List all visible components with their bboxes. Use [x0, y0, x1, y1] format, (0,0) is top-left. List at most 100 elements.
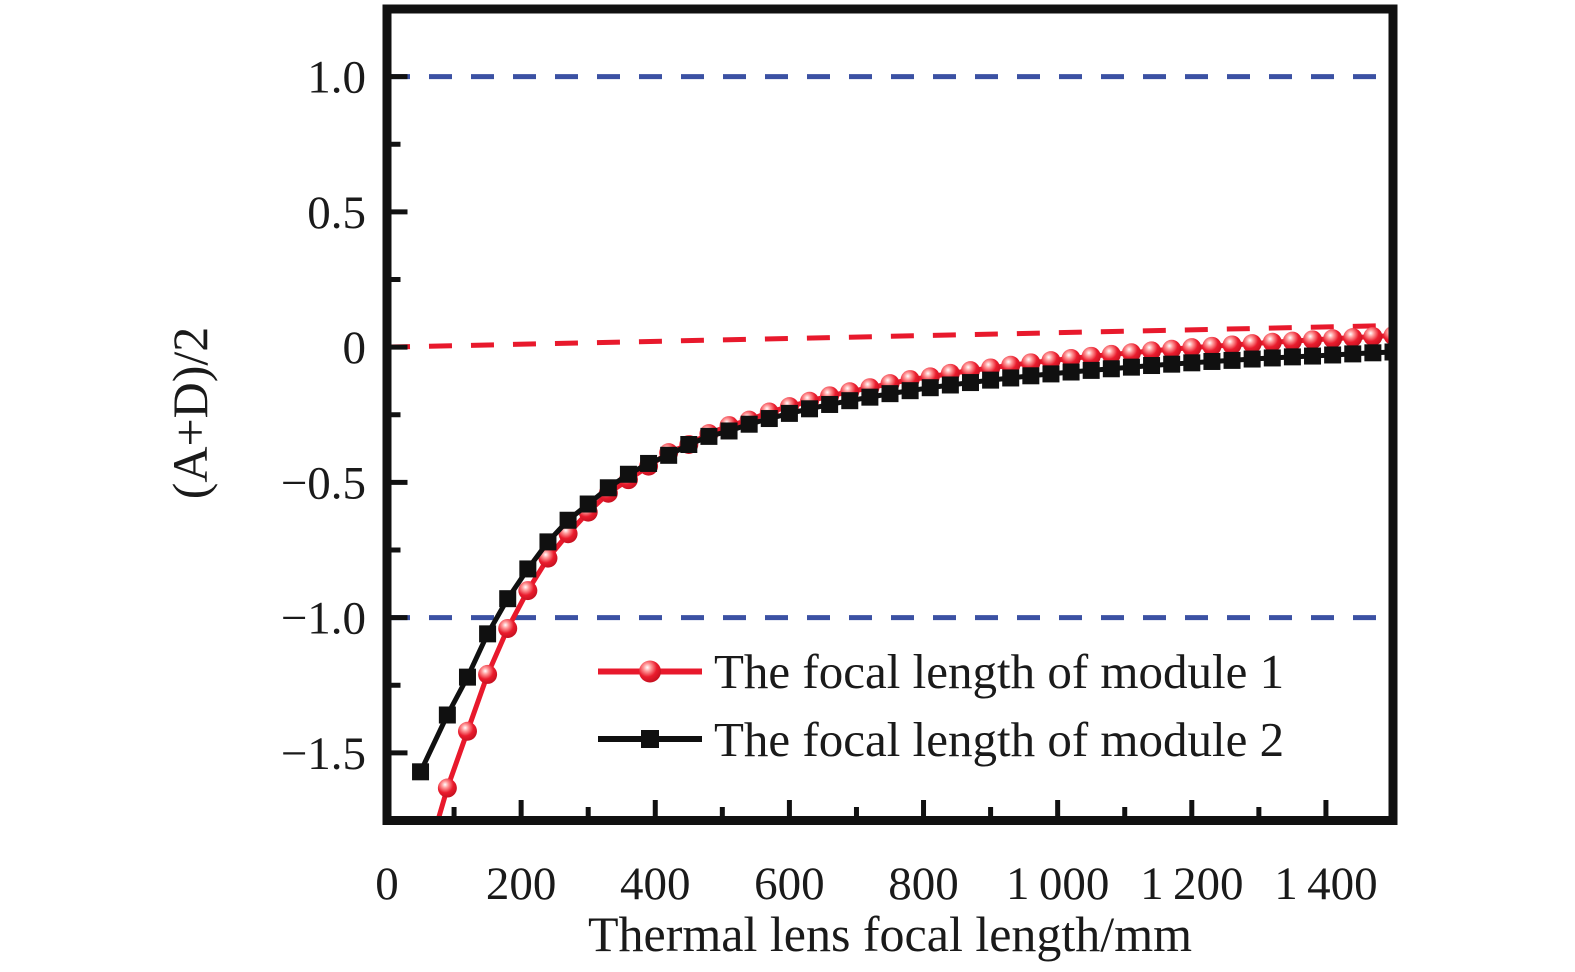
data-point-module2 — [982, 371, 1000, 389]
x-tick-label: 1 400 — [1274, 858, 1377, 910]
data-point-module2 — [841, 392, 859, 410]
x-tick-label: 1 000 — [1006, 858, 1109, 910]
data-point-module2 — [1082, 361, 1100, 379]
x-tick-label: 800 — [888, 858, 959, 910]
data-point-module1 — [478, 664, 498, 684]
y-tick-label: −0.5 — [281, 457, 366, 509]
x-tick-label: 0 — [375, 858, 399, 910]
y-tick-label: −1.5 — [281, 728, 366, 780]
data-point-module2 — [881, 385, 899, 403]
data-point-module2 — [720, 422, 738, 440]
data-point-module1 — [1343, 328, 1363, 348]
data-point-module2 — [780, 404, 798, 422]
data-point-module1 — [1242, 334, 1262, 354]
data-point-module2 — [1102, 360, 1120, 378]
legend-item-module1: The focal length of module 1 — [598, 644, 1284, 699]
data-point-module1 — [1262, 332, 1282, 352]
data-point-module2 — [1304, 347, 1322, 365]
data-point-module1 — [1182, 338, 1202, 358]
data-point-module2 — [660, 446, 678, 464]
data-point-module1 — [1202, 336, 1222, 356]
reference-lines — [391, 74, 1391, 621]
data-point-module2 — [1122, 358, 1140, 376]
axis-ticks — [391, 74, 1329, 816]
data-point-module2 — [1283, 348, 1301, 366]
axis-tick-labels: 0 200 400 600 800 1 000 1 200 1 400 1.0 0.5 0 −0.5 −… — [281, 52, 1378, 910]
data-point-module2 — [1364, 344, 1382, 362]
legend: The focal length of module 1 The focal l… — [598, 644, 1284, 767]
data-point-module2 — [1143, 357, 1161, 375]
data-point-module2 — [700, 427, 718, 445]
data-point-module2 — [961, 374, 979, 392]
data-point-module1 — [1121, 343, 1141, 363]
data-point-module2 — [438, 706, 456, 724]
data-point-module1 — [1101, 344, 1121, 364]
data-point-module2 — [861, 388, 879, 406]
data-point-module2 — [1384, 343, 1391, 361]
data-point-module2 — [1223, 351, 1241, 369]
data-point-module2 — [1042, 365, 1060, 383]
legend-item-module2: The focal length of module 2 — [598, 712, 1284, 767]
legend-square-marker-icon — [641, 730, 659, 748]
data-point-module2 — [1203, 352, 1221, 370]
series-line-module2 — [418, 349, 1391, 773]
data-point-module1 — [1363, 327, 1383, 347]
data-point-module1 — [1323, 329, 1343, 349]
data-point-module2 — [559, 511, 577, 529]
data-point-module1 — [457, 721, 477, 741]
data-point-module1 — [1081, 346, 1101, 366]
data-point-module1 — [538, 548, 558, 568]
legend-circle-marker-icon — [639, 660, 661, 683]
data-point-module2 — [901, 382, 919, 400]
data-point-module2 — [1183, 354, 1201, 372]
y-tick-label: −1.0 — [281, 593, 366, 645]
data-point-module1 — [1041, 351, 1061, 371]
data-point-module1 — [437, 778, 457, 798]
x-axis-title: Thermal lens focal length/mm — [588, 906, 1192, 962]
data-point-module1 — [1162, 339, 1182, 359]
data-point-module2 — [412, 763, 430, 781]
legend-label-module2: The focal length of module 2 — [714, 712, 1284, 767]
data-point-module2 — [760, 410, 778, 428]
data-point-module2 — [539, 533, 557, 551]
data-point-module1 — [1222, 335, 1242, 355]
data-point-module2 — [579, 495, 597, 513]
x-tick-label: 400 — [620, 858, 691, 910]
data-point-module2 — [499, 590, 517, 608]
data-point-module2 — [619, 465, 637, 483]
data-point-module2 — [1324, 346, 1342, 364]
data-point-module1 — [1303, 330, 1323, 350]
x-tick-label: 200 — [486, 858, 557, 910]
data-point-module2 — [519, 560, 537, 578]
data-point-module1 — [498, 618, 518, 638]
data-point-module2 — [1243, 350, 1261, 368]
data-point-module1 — [1142, 341, 1162, 361]
data-point-module2 — [1062, 363, 1080, 381]
y-axis-title: (A+D)/2 — [162, 327, 218, 500]
data-point-module1 — [518, 581, 538, 601]
legend-label-module1: The focal length of module 1 — [714, 644, 1284, 699]
y-tick-label: 1.0 — [307, 52, 366, 104]
data-point-module2 — [599, 479, 617, 497]
data-point-module2 — [640, 454, 658, 472]
y-tick-label: 0 — [343, 322, 367, 374]
data-point-module2 — [1344, 345, 1362, 363]
data-point-module2 — [1022, 367, 1040, 385]
x-tick-label: 1 200 — [1140, 858, 1243, 910]
data-point-module1 — [1061, 348, 1081, 368]
data-point-module2 — [821, 395, 839, 413]
data-point-module1 — [1282, 331, 1302, 351]
y-tick-label: 0.5 — [307, 187, 366, 239]
plot-border — [382, 4, 1398, 825]
data-point-module2 — [921, 379, 939, 397]
data-series — [412, 326, 1391, 817]
x-tick-label: 600 — [754, 858, 825, 910]
data-point-module2 — [680, 436, 698, 454]
data-point-module2 — [941, 376, 959, 394]
data-point-module2 — [479, 625, 497, 643]
data-point-module2 — [458, 668, 476, 686]
data-point-module2 — [1163, 355, 1181, 373]
data-point-module2 — [1263, 349, 1281, 367]
